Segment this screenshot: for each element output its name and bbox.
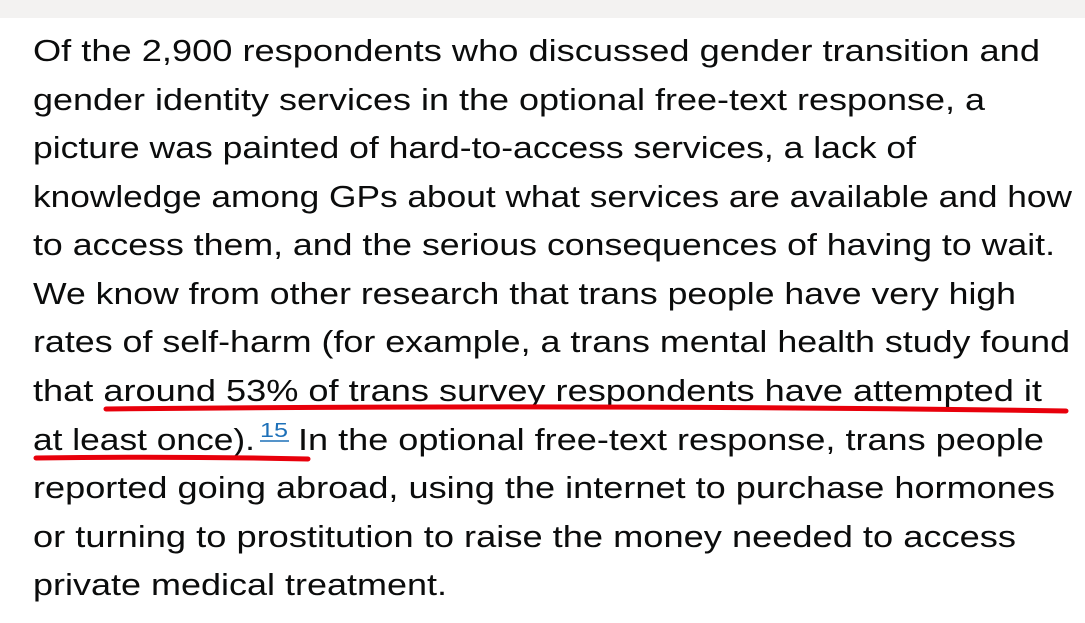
text-line: In the optional free-text response, tran…	[298, 422, 1044, 457]
text-line: picture was painted of hard-to-access se…	[33, 130, 916, 165]
red-underline	[33, 454, 311, 462]
text-line: to access them, and the serious conseque…	[33, 227, 1055, 262]
text-line: gender identity services in the optional…	[33, 82, 986, 117]
text-line: Of the 2,900 respondents who discussed g…	[33, 33, 1040, 68]
footnote-link[interactable]: 15	[260, 420, 288, 442]
text-line: We know from other research that trans p…	[33, 276, 1016, 311]
text-line: reported going abroad, using the interne…	[33, 470, 1055, 505]
text-line: rates of self-harm (for example, a trans…	[33, 324, 1070, 359]
top-bar	[0, 0, 1085, 18]
text-line: at least once).	[33, 422, 255, 457]
text-line: that around 53% of trans survey responde…	[33, 373, 1042, 408]
text-line: private medical treatment.	[33, 567, 447, 602]
text-line: knowledge among GPs about what services …	[33, 179, 1073, 214]
text-line: or turning to prostitution to raise the …	[33, 519, 1016, 554]
red-underline	[103, 404, 1069, 414]
